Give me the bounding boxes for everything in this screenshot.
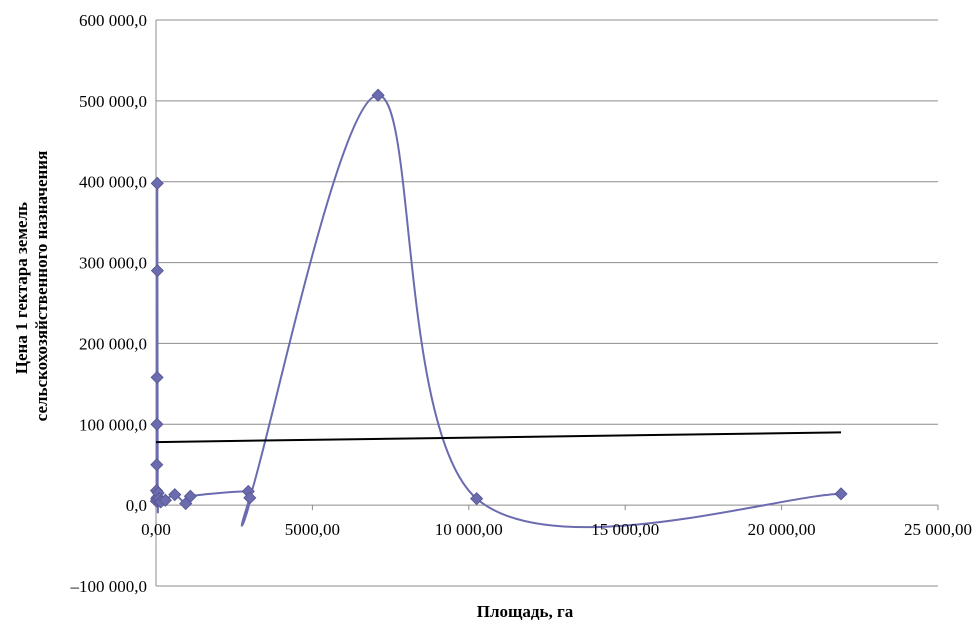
series-0-point-4 xyxy=(150,417,164,431)
x-tick-label-0: 0,00 xyxy=(141,520,171,539)
y-tick-label-6: 500 000,0 xyxy=(79,92,147,111)
y-tick-label-4: 300 000,0 xyxy=(79,254,147,273)
series-0-point-18 xyxy=(371,88,385,102)
series-0-point-17 xyxy=(243,491,257,505)
x-tick-label-1: 5000,00 xyxy=(285,520,340,539)
y-tick-label-0: –100 000,0 xyxy=(70,577,148,596)
y-tick-label-7: 600 000,0 xyxy=(79,11,147,30)
y-tick-label-1: 0,0 xyxy=(126,496,147,515)
grid-layer xyxy=(156,19,938,587)
series-1-trend-line xyxy=(155,431,842,444)
series-layer xyxy=(149,88,848,529)
series-0-point-7 xyxy=(150,264,164,278)
y-tick-label-3: 200 000,0 xyxy=(79,334,147,353)
series-0-point-3 xyxy=(150,458,164,472)
y-tick-label-2: 100 000,0 xyxy=(79,415,147,434)
y-axis-title-line-1: Цена 1 гектара земель xyxy=(12,202,31,374)
y-tick-label-5: 400 000,0 xyxy=(79,173,147,192)
series-0-point-19 xyxy=(470,492,484,506)
y-axis-title: Цена 1 гектара земель сельскохозяйственн… xyxy=(12,151,51,422)
series-0-point-13 xyxy=(168,488,182,502)
series-0-point-5 xyxy=(150,370,164,384)
axis-layer xyxy=(155,20,939,586)
x-tick-label-2: 10 000,00 xyxy=(435,520,503,539)
x-tick-label-3: 15 000,00 xyxy=(591,520,659,539)
x-tick-label-4: 20 000,00 xyxy=(748,520,816,539)
series-0-point-15 xyxy=(183,489,197,503)
series-0-point-12 xyxy=(158,493,172,507)
series-0-point-20 xyxy=(834,487,848,501)
x-tick-label-5: 25 000,00 xyxy=(904,520,972,539)
series-0-point-6 xyxy=(150,176,164,190)
series-0-line xyxy=(155,94,842,529)
x-axis-title: Площадь, га xyxy=(477,602,574,621)
tick-layer: –100 000,0 0,0 100 000,0 200 000,0 300 000,0… xyxy=(70,11,973,596)
y-axis-title-line-2: сельскохозяйственного назначения xyxy=(32,151,51,422)
